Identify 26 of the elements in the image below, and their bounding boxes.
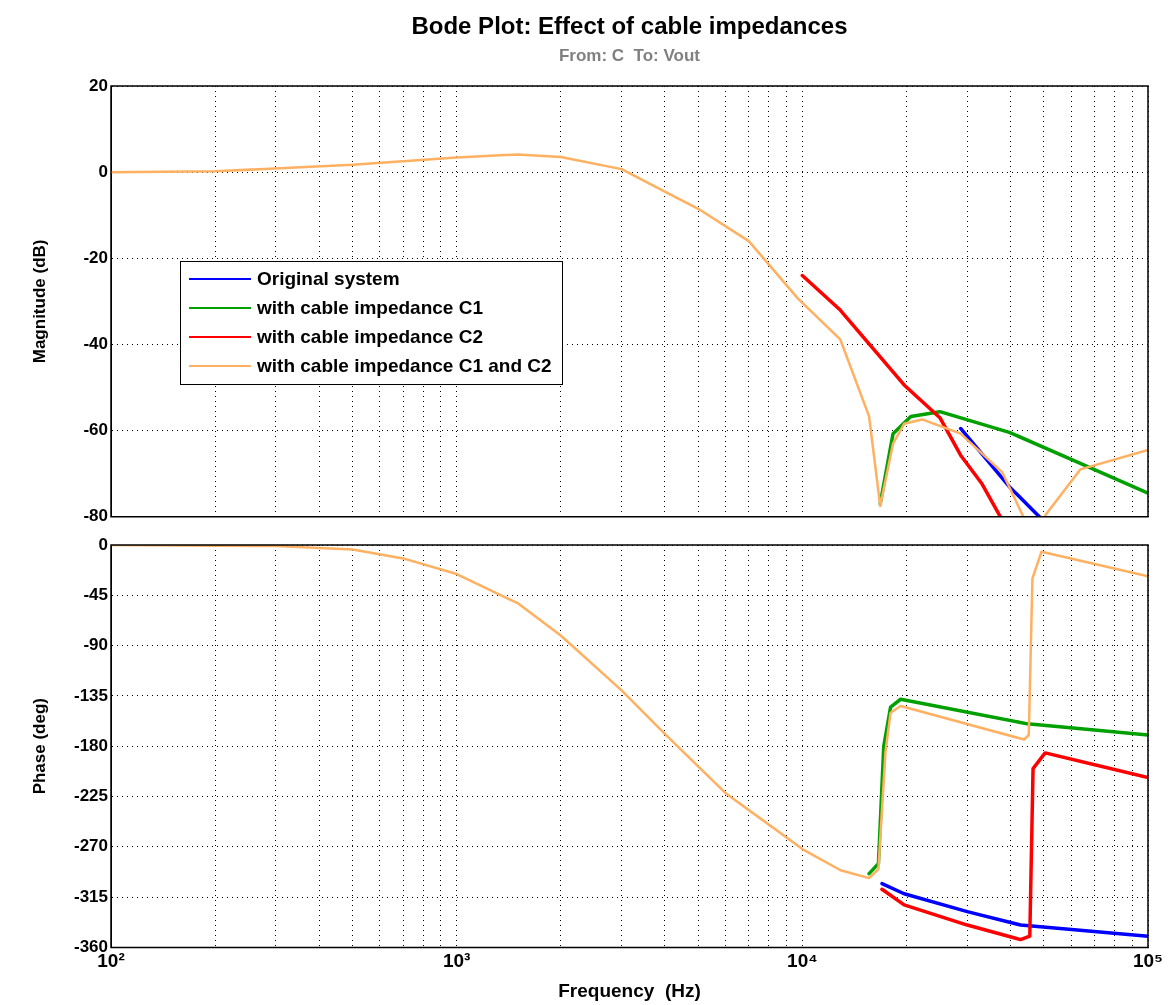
- y-tick-label: -90: [83, 635, 108, 655]
- y-axis-title: Phase (deg): [29, 698, 49, 795]
- y-tick-label: 0: [98, 534, 108, 554]
- y-tick-label: 20: [89, 75, 108, 95]
- legend-label: with cable impedance C1 and C2: [257, 355, 552, 378]
- y-tick-label: -45: [83, 584, 108, 604]
- chart-title: Bode Plot: Effect of cable impedances: [410, 12, 849, 40]
- y-tick-label: -270: [73, 836, 108, 856]
- y-tick-label: -40: [83, 334, 108, 354]
- legend-label: with cable impedance C1: [257, 297, 483, 320]
- x-tick-label: 10⁴: [787, 950, 818, 972]
- x-tick-label: 10³: [442, 950, 471, 972]
- y-tick-label: -180: [73, 735, 108, 755]
- legend-label: with cable impedance C2: [257, 326, 483, 349]
- x-axis-title: Frequency (Hz): [558, 979, 701, 1001]
- chart-subtitle: From: C To: Vout: [558, 46, 701, 66]
- y-tick-label: -20: [83, 248, 108, 268]
- y-tick-label: -225: [73, 786, 108, 806]
- y-tick-label: -315: [73, 886, 108, 906]
- y-tick-label: -60: [83, 420, 108, 440]
- legend-label: Original system: [257, 268, 400, 291]
- x-tick-label: 10⁵: [1132, 950, 1164, 972]
- y-tick-label: 0: [98, 161, 108, 181]
- y-tick-label: -135: [73, 685, 108, 705]
- y-axis-title: Magnitude (dB): [29, 239, 49, 364]
- y-tick-label: -80: [83, 506, 108, 526]
